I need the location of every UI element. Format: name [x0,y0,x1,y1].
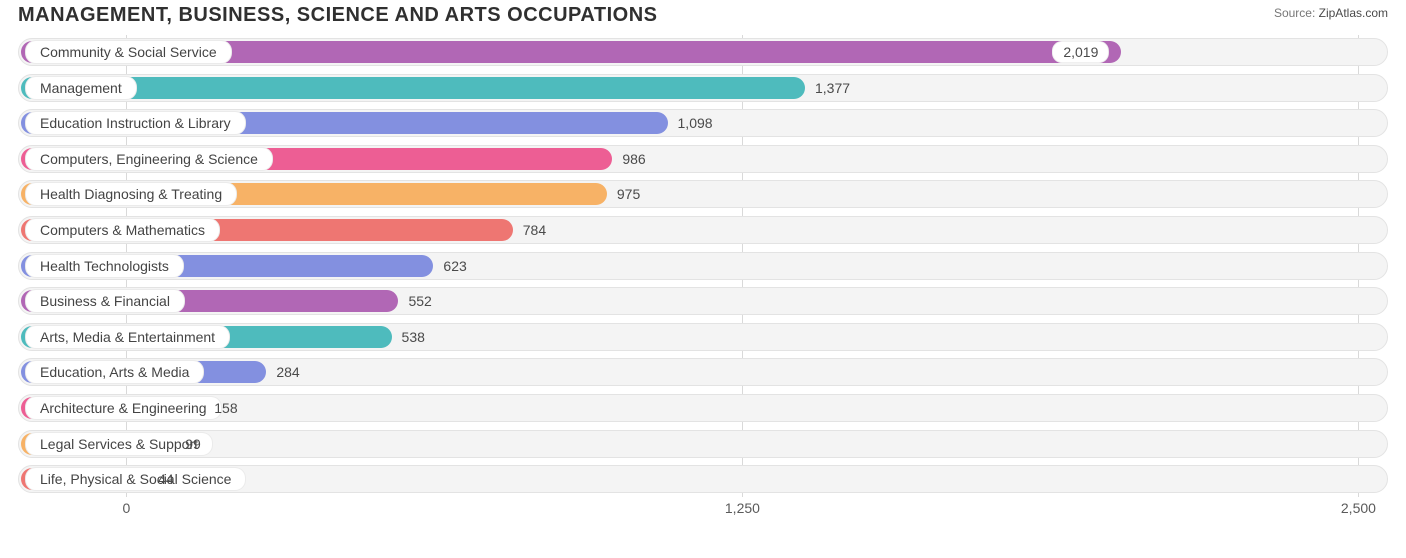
bar-category-label: Health Technologists [25,254,184,278]
bar-row: Education, Arts & Media 284 [18,355,1388,389]
chart-area: Community & Social Service 2,019 Managemen… [0,29,1406,525]
bar-value-label: 99 [185,436,201,452]
bar-category-label: Computers & Mathematics [25,218,220,242]
bar-value-label: 1,377 [815,80,850,96]
x-axis: 0 1,250 2,500 [18,498,1388,522]
bar-value-label: 784 [523,222,546,238]
bar-row: Life, Physical & Social Science44 [18,462,1388,496]
source-label: Source: [1274,6,1315,20]
bar-value-label: 975 [617,186,640,202]
bar-row: Health Diagnosing & Treating 975 [18,177,1388,211]
bar-row: Education Instruction & Library 1,098 [18,106,1388,140]
chart-header: MANAGEMENT, BUSINESS, SCIENCE AND ARTS O… [0,0,1406,29]
chart-plot: Community & Social Service 2,019 Managemen… [18,35,1388,525]
bar-category-label: Community & Social Service [25,40,232,64]
bar-row: Management 1,377 [18,71,1388,105]
x-axis-tick: 2,500 [1341,500,1376,516]
bar-category-label: Architecture & Engineering [25,396,222,420]
bar-row: Health Technologists 623 [18,249,1388,283]
bar-category-label: Health Diagnosing & Treating [25,182,237,206]
bar-row: Architecture & Engineering158 [18,391,1388,425]
source-name: ZipAtlas.com [1319,6,1388,20]
bar-category-label: Computers, Engineering & Science [25,147,273,171]
bar-value-label: 284 [276,364,299,380]
bar-value-label: 623 [443,258,466,274]
bar-fill [21,77,805,99]
bar-value-label: 2,019 [1052,41,1109,63]
bar-value-label: 986 [622,151,645,167]
bar-category-label: Education, Arts & Media [25,360,204,384]
x-axis-tick: 0 [123,500,131,516]
bar-row: Business & Financial 552 [18,284,1388,318]
bar-value-label: 552 [408,293,431,309]
bar-track [18,430,1388,458]
bar-row: Computers & Mathematics 784 [18,213,1388,247]
bar-category-label: Life, Physical & Social Science [25,467,246,491]
x-axis-tick: 1,250 [725,500,760,516]
bars-container: Community & Social Service 2,019 Managemen… [18,35,1388,496]
bar-row: Arts, Media & Entertainment 538 [18,320,1388,354]
bar-category-label: Business & Financial [25,289,185,313]
bar-category-label: Management [25,76,137,100]
bar-category-label: Arts, Media & Entertainment [25,325,230,349]
bar-value-label: 1,098 [678,115,713,131]
bar-value-label: 538 [402,329,425,345]
bar-category-label: Education Instruction & Library [25,111,246,135]
bar-row: Community & Social Service 2,019 [18,35,1388,69]
bar-value-label: 44 [158,471,174,487]
bar-row: Computers, Engineering & Science 986 [18,142,1388,176]
bar-row: Legal Services & Support99 [18,427,1388,461]
bar-value-label: 158 [214,400,237,416]
chart-title: MANAGEMENT, BUSINESS, SCIENCE AND ARTS O… [18,4,657,27]
source-attribution: Source: ZipAtlas.com [1274,4,1388,22]
